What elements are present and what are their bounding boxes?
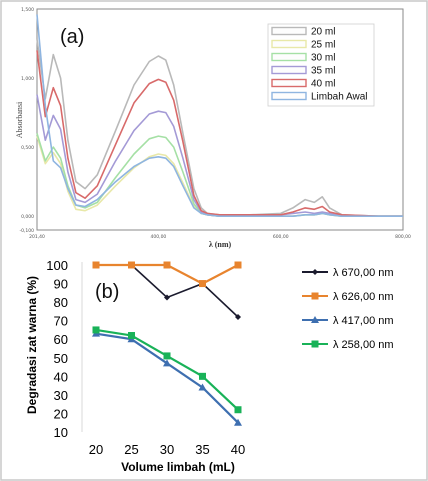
- panel-b-y-tick-label: 10: [54, 425, 68, 440]
- panel-b-x-tick-label: 25: [124, 442, 138, 457]
- panel-b-data-point-0-4: [235, 313, 241, 320]
- panel-b-legend-marker: [311, 340, 319, 348]
- panel-b-data-point-2-3: [198, 383, 207, 391]
- panel-a-y-tick-label: 0,000: [21, 214, 34, 220]
- panel-b-data-point-1-0: [92, 261, 100, 269]
- panel-a-legend-label: 40 ml: [311, 79, 335, 90]
- panel-b-y-tick-label: 70: [54, 314, 68, 329]
- panel-a-legend-swatch: [271, 26, 307, 36]
- panel-b-x-axis-label: Volume limbah (mL): [121, 460, 235, 474]
- panel-b-legend-marker: [311, 292, 319, 300]
- panel-a-label: (a): [60, 26, 84, 48]
- panel-a-legend-label: Limbah Awal: [311, 92, 368, 103]
- panel-a-y-tick-label: 1,000: [21, 76, 34, 82]
- panel-b-data-point-3-1: [128, 332, 135, 340]
- panel-b-label: (b): [95, 281, 119, 303]
- panel-a-legend-swatch: [271, 52, 307, 62]
- panel-b-data-point-3-4: [234, 406, 242, 414]
- panel-b-data-point-3-3: [199, 372, 206, 380]
- panel-a-series-line-0: [36, 39, 403, 217]
- panel-b-x-tick-label: 40: [231, 442, 245, 457]
- panel-b-x-tick-label: 20: [89, 442, 103, 457]
- panel-b-series-line-0: [130, 264, 239, 318]
- panel-b-y-axis-label: Degradasi zat warna (%): [25, 276, 39, 414]
- panel-b-data-point-2-4: [234, 418, 242, 426]
- panel-b-y-tick-label: 30: [54, 388, 68, 403]
- panel-b-x-tick-label: 35: [195, 442, 209, 457]
- panel-b-y-tick-label: 90: [54, 277, 68, 292]
- panel-a-series-line-3: [36, 94, 403, 217]
- panel-a-legend-swatch: [271, 78, 307, 88]
- panel-b-legend-marker: [312, 269, 318, 275]
- panel-a-plot-frame: [36, 8, 404, 231]
- panel-b-y-tick-label: 100: [46, 258, 68, 273]
- panel-b-data-point-0-2: [164, 294, 170, 301]
- panel-b-legend-label: λ 626,00 nm: [333, 291, 394, 303]
- panel-b-data-point-1-4: [234, 261, 242, 269]
- panel-b-data-point-1-1: [128, 261, 135, 269]
- panel-a-legend-label: 25 ml: [311, 40, 335, 51]
- panel-b-y-tick-label: 50: [54, 351, 68, 366]
- panel-a-x-axis-label: λ (nm): [209, 240, 232, 249]
- panel-a-x-tick-label: 800,00: [395, 234, 411, 240]
- panel-b-y-tick-label: 20: [54, 406, 68, 421]
- panel-a-x-tick-label: 201,40: [29, 234, 45, 240]
- panel-b-y-tick-label: 80: [54, 295, 68, 310]
- panel-b-legend-label: λ 258,00 nm: [333, 339, 394, 351]
- panel-b-data-point-3-2: [163, 352, 171, 360]
- panel-b-data-point-1-2: [163, 261, 171, 269]
- panel-a-y-tick-label: 1,500: [21, 7, 34, 13]
- panel-b-data-point-1-3: [199, 280, 206, 288]
- panel-a-series-line-5: [36, 14, 403, 217]
- panel-b-data-point-3-0: [92, 326, 100, 334]
- panel-a-legend-label: 35 ml: [311, 66, 335, 77]
- panel-a-x-tick-label: 600,00: [273, 234, 289, 240]
- panel-a-legend-label: 20 ml: [311, 27, 335, 38]
- panel-a-series-line-4: [36, 50, 403, 217]
- panel-b-degradation-chart: 10 20 30 40 50 60 70 80 90 100 20 25 30 35 40 λ 670,00…: [25, 258, 394, 474]
- panel-a-legend-label: 30 ml: [311, 53, 335, 64]
- panel-a-y-axis-label: Absorbansi: [15, 101, 24, 138]
- panel-a-legend-swatch: [271, 65, 307, 75]
- panel-a-y-tick-label: 0,500: [21, 145, 34, 151]
- panel-b-y-tick-label: 60: [54, 332, 68, 347]
- panel-b-data-point-2-2: [163, 359, 171, 367]
- panel-b-y-tick-label: 40: [54, 369, 68, 384]
- panel-b-legend-label: λ 670,00 nm: [333, 267, 394, 279]
- panel-b-legend-label: λ 417,00 nm: [333, 315, 394, 327]
- panel-a-legend-swatch: [271, 91, 307, 101]
- panel-b-legend-marker: [311, 316, 319, 323]
- panel-a-x-tick-label: 400,00: [151, 234, 167, 240]
- panel-a-y-tick-label: -0,100: [19, 228, 34, 234]
- panel-a-legend-swatch: [271, 39, 307, 49]
- panel-b-x-tick-label: 30: [160, 442, 174, 457]
